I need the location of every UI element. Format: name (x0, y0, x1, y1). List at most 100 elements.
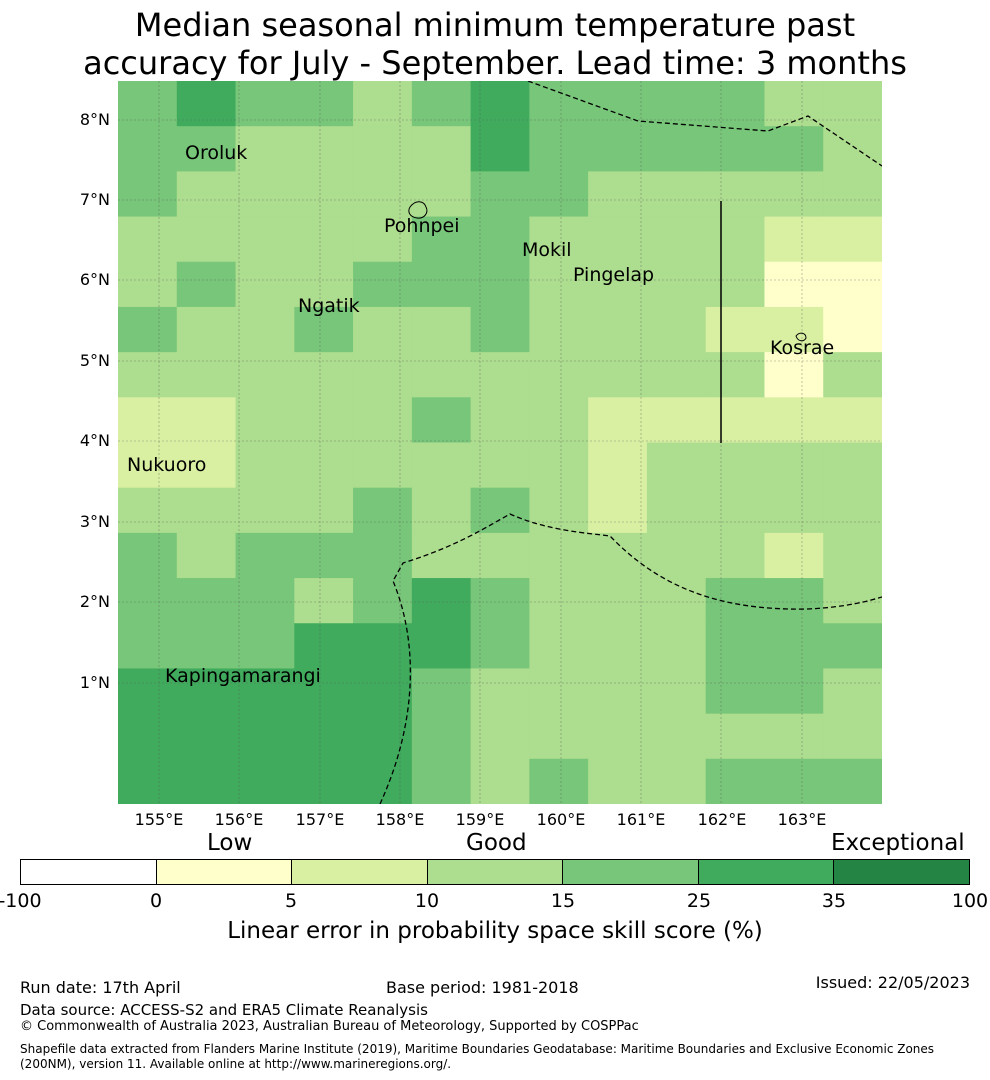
skill-grid-cells (118, 81, 882, 804)
grid-cell (588, 668, 648, 715)
grid-cell (294, 216, 354, 263)
grid-cell (353, 216, 413, 263)
base-period: Base period: 1981-2018 (386, 978, 579, 997)
colorbar-tick: 100 (951, 890, 989, 912)
grid-cell (646, 352, 707, 398)
grid-cell (529, 261, 589, 308)
grid-cell (118, 216, 178, 263)
grid-cell (411, 668, 472, 715)
colorbar-tick: 35 (821, 890, 847, 912)
grid-cell (118, 397, 178, 444)
grid-cell (353, 758, 413, 804)
colorbar-category-exceptional: Exceptional (831, 830, 965, 856)
colorbar (20, 859, 970, 885)
grid-cell (705, 81, 766, 127)
lat-label-3n: 3°N (79, 512, 110, 531)
island-label-ngatik: Ngatik (298, 295, 360, 317)
grid-cell (235, 126, 295, 172)
grid-cell (235, 758, 295, 804)
lat-label-6n: 6°N (79, 270, 110, 289)
grid-cell (646, 442, 707, 489)
grid-cell (764, 352, 824, 398)
grid-cell (823, 442, 882, 489)
grid-cell (235, 668, 295, 715)
colorbar-segment (21, 860, 157, 884)
grid-cell (764, 532, 824, 579)
grid-cell (235, 216, 295, 263)
grid-cell (705, 532, 766, 579)
grid-cell (176, 81, 237, 127)
grid-cell (235, 81, 295, 127)
lat-label-4n: 4°N (79, 431, 110, 450)
grid-cell (588, 578, 648, 624)
grid-cell (764, 306, 824, 353)
lon-label-163e: 163°E (777, 810, 827, 829)
grid-cell (176, 126, 237, 172)
grid-cell (823, 532, 882, 579)
grid-cell (646, 487, 707, 534)
grid-cell (176, 623, 237, 670)
lon-label-156e: 156°E (214, 810, 264, 829)
grid-cell (353, 623, 413, 670)
grid-cell (176, 306, 237, 353)
grid-cell (176, 487, 237, 534)
grid-cell (294, 623, 354, 670)
lat-label-7n: 7°N (79, 190, 110, 209)
grid-cell (294, 397, 354, 444)
grid-cell (176, 261, 237, 308)
grid-cell (705, 713, 766, 760)
grid-cell (529, 578, 589, 624)
grid-cell (823, 81, 882, 127)
island-label-kapingamarangi: Kapingamarangi (165, 665, 321, 687)
grid-cell (411, 81, 472, 127)
grid-cell (353, 487, 413, 534)
grid-cell (588, 532, 648, 579)
colorbar-tick: -100 (0, 890, 42, 912)
lon-label-158e: 158°E (375, 810, 425, 829)
grid-cell (823, 216, 882, 263)
grid-cell (646, 306, 707, 353)
grid-cell (411, 171, 472, 218)
grid-cell (588, 81, 648, 127)
grid-cell (588, 216, 648, 263)
island-label-pohnpei: Pohnpei (384, 215, 460, 237)
colorbar-tick: 10 (414, 890, 440, 912)
grid-cell (470, 261, 530, 308)
grid-cell (411, 261, 472, 308)
grid-cell (176, 578, 237, 624)
grid-cell (411, 126, 472, 172)
colorbar-segment (834, 860, 970, 884)
grid-cell (353, 713, 413, 760)
grid-cell (294, 758, 354, 804)
grid-cell (176, 713, 237, 760)
map-canvas (118, 81, 882, 804)
lon-label-162e: 162°E (697, 810, 747, 829)
grid-cell (470, 397, 530, 444)
grid-cell (470, 171, 530, 218)
grid-cell (235, 397, 295, 444)
grid-cell (176, 442, 237, 489)
grid-cell (646, 668, 707, 715)
kosrae-outline (795, 332, 807, 342)
grid-cell (588, 261, 648, 308)
grid-cell (235, 261, 295, 308)
grid-cell (823, 578, 882, 624)
grid-cell (470, 306, 530, 353)
colorbar-segment (292, 860, 428, 884)
grid-cell (353, 352, 413, 398)
grid-cell (529, 352, 589, 398)
grid-cell (353, 578, 413, 624)
grid-cell (176, 216, 237, 263)
grid-cell (764, 171, 824, 218)
grid-cell (353, 126, 413, 172)
grid-cell (118, 126, 178, 172)
grid-cell (294, 126, 354, 172)
grid-cell (646, 126, 707, 172)
grid-cell (764, 623, 824, 670)
grid-cell (118, 532, 178, 579)
map-gridlines (118, 81, 882, 804)
copyright-notice: © Commonwealth of Australia 2023, Austra… (20, 1019, 639, 1034)
lat-label-1n: 1°N (79, 673, 110, 692)
grid-cell (470, 758, 530, 804)
grid-cell (411, 713, 472, 760)
